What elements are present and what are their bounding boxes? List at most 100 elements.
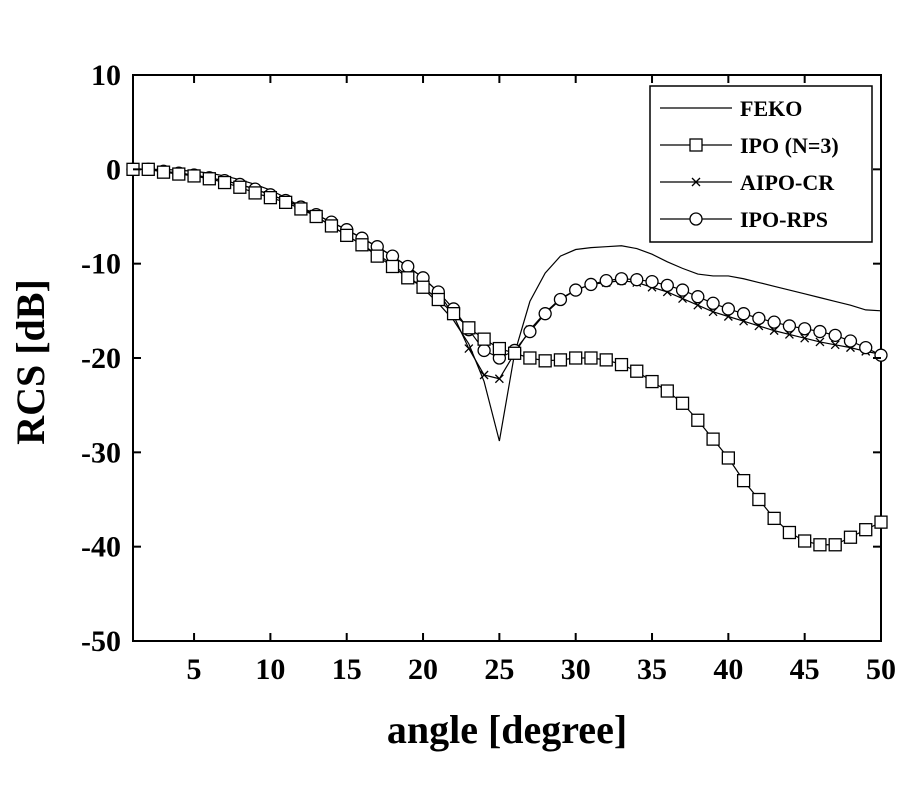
data-point-ipo-rps [584,277,598,292]
data-point-ipo-rps [752,311,766,326]
data-point-ipo-rps [798,322,812,336]
y-tick-label: -10 [81,248,121,281]
data-point-ipo-n-3 [645,374,659,389]
data-point-ipo-n-3 [492,341,507,356]
data-point-ipo-rps [477,343,491,358]
legend-label: FEKO [740,96,802,121]
data-point-aipo-cr [830,340,840,350]
data-point-ipo-n-3 [584,351,598,365]
data-point-ipo-n-3 [279,195,293,210]
data-point-aipo-cr [494,374,504,384]
x-tick-label: 5 [187,653,202,686]
data-point-ipo-n-3 [614,357,629,372]
series-ipo-n-3 [126,162,888,552]
data-point-ipo-rps [630,273,644,287]
ticks-layer: 5 10 15 20 25 30 35 40 45 50 10 0 -10 -20 -30 -40 -50 [81,59,896,686]
data-point-ipo-rps [538,307,552,321]
x-tick-label: 30 [561,653,591,686]
data-point-aipo-cr [815,337,825,347]
data-point-ipo-n-3 [553,353,568,367]
legend: FEKO IPO (N=3) AIPO-CR IPO-RPS [649,85,873,243]
data-point-ipo-rps [523,324,537,339]
data-point-ipo-rps [553,292,568,307]
data-point-aipo-cr [479,370,489,380]
x-tick-label: 10 [255,653,285,686]
data-point-ipo-n-3 [431,292,445,307]
legend-label: IPO (N=3) [740,133,839,158]
legend-entry-ipo-rps: IPO-RPS [660,207,828,232]
data-point-ipo-n-3 [141,162,155,176]
data-point-ipo-n-3 [843,530,858,544]
y-tick-label: -40 [81,531,121,564]
legend-marker [689,138,703,152]
data-point-ipo-n-3 [233,180,247,194]
data-point-ipo-n-3 [370,249,384,263]
data-point-ipo-n-3 [355,238,369,252]
data-point-ipo-n-3 [507,346,522,360]
data-point-ipo-n-3 [874,515,888,529]
data-point-ipo-n-3 [248,186,262,200]
series-layer [126,162,888,552]
data-point-ipo-rps [569,283,583,297]
data-point-ipo-rps [599,273,613,288]
legend-entry-ipo-n-3: IPO (N=3) [660,133,839,158]
x-axis-title: angle [degree] [387,707,627,752]
y-tick-label: 10 [91,59,121,92]
data-point-ipo-rps [721,302,735,316]
data-point-ipo-n-3 [309,209,323,224]
legend-marker [689,212,703,226]
data-point-ipo-n-3 [798,534,812,548]
data-point-ipo-rps [736,307,751,321]
legend-entry-aipo-cr: AIPO-CR [660,170,835,195]
data-point-ipo-rps [691,290,705,304]
legend-label: AIPO-CR [740,170,835,195]
data-point-ipo-n-3 [691,413,705,427]
data-point-ipo-n-3 [172,167,186,181]
data-point-ipo-n-3 [813,538,827,552]
legend-marker [691,177,701,187]
data-point-ipo-n-3 [156,165,171,179]
data-point-ipo-n-3 [462,321,476,335]
data-point-ipo-n-3 [630,364,644,378]
data-point-ipo-n-3 [767,511,781,526]
y-tick-label: -50 [81,625,121,658]
data-point-ipo-rps [813,324,827,339]
data-point-ipo-n-3 [385,259,400,274]
data-point-ipo-n-3 [446,307,461,321]
data-point-ipo-n-3 [599,353,613,367]
data-point-ipo-rps [675,283,690,297]
data-point-ipo-n-3 [217,175,232,190]
data-point-ipo-rps [782,319,797,333]
data-point-ipo-rps [614,272,629,286]
data-point-ipo-n-3 [538,354,552,368]
data-point-ipo-rps [828,328,842,343]
data-point-aipo-cr [464,344,474,354]
data-point-ipo-n-3 [324,219,339,233]
x-tick-label: 25 [484,653,514,686]
data-point-ipo-rps [859,340,873,355]
data-point-ipo-n-3 [294,202,308,216]
data-point-ipo-n-3 [523,351,537,365]
x-tick-label: 45 [790,653,820,686]
data-point-ipo-n-3 [416,280,430,294]
legend-label: IPO-RPS [740,207,828,232]
data-point-ipo-n-3 [569,351,583,365]
legend-box [649,85,873,243]
data-point-ipo-n-3 [782,525,797,540]
x-tick-label: 15 [332,653,362,686]
data-point-ipo-rps [706,296,720,310]
x-tick-label: 40 [713,653,743,686]
data-point-ipo-n-3 [752,492,766,507]
y-axis-title: RCS [dB] [8,279,53,445]
data-point-ipo-n-3 [859,523,873,537]
data-point-ipo-n-3 [721,451,735,465]
data-point-ipo-n-3 [675,396,690,410]
data-point-ipo-n-3 [340,228,354,243]
y-tick-label: -30 [81,436,121,469]
data-point-ipo-rps [843,334,858,348]
x-tick-label: 35 [637,653,667,686]
data-point-ipo-n-3 [736,473,751,488]
x-tick-label: 50 [866,653,896,686]
data-point-aipo-cr [800,333,810,343]
x-tick-label: 20 [408,653,438,686]
